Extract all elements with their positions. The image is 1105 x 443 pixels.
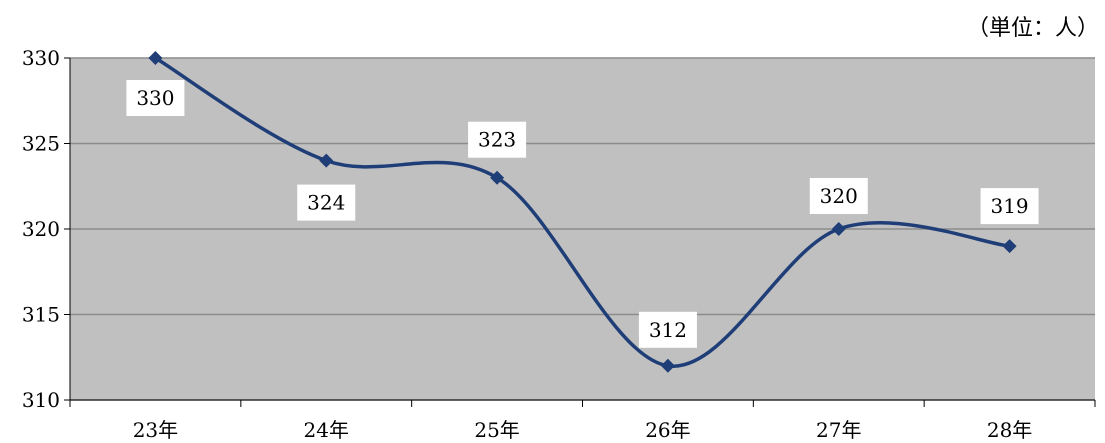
data-point <box>319 153 334 168</box>
data-point <box>490 170 505 185</box>
series-line <box>154 56 1010 368</box>
x-tick-label: 28年 <box>987 418 1032 442</box>
data-label-box <box>468 121 527 158</box>
y-tick-label: 315 <box>22 303 60 327</box>
x-tick-label: 25年 <box>474 418 519 442</box>
y-tick-label: 310 <box>22 388 60 412</box>
data-point <box>1002 239 1017 254</box>
data-label: 324 <box>307 191 345 215</box>
x-axis-ticks: 23年 24年 25年 26年 27年 28年 <box>133 418 1033 442</box>
data-label-box <box>638 311 697 348</box>
data-label: 330 <box>136 86 174 110</box>
data-point <box>660 358 675 373</box>
data-label: 323 <box>478 128 516 152</box>
x-tick-label: 23年 <box>133 418 178 442</box>
x-tick-label: 27年 <box>816 418 861 442</box>
data-label-box <box>297 184 356 221</box>
data-label-box <box>126 80 185 116</box>
x-tick-label: 26年 <box>645 418 690 442</box>
data-label-box <box>980 188 1039 225</box>
data-point <box>148 51 163 65</box>
data-label: 320 <box>820 184 858 208</box>
y-tick-label: 330 <box>22 46 60 70</box>
data-label: 312 <box>649 318 687 342</box>
x-tick-label: 24年 <box>304 418 349 442</box>
data-label: 319 <box>990 194 1028 218</box>
axes <box>64 57 1096 407</box>
unit-label: （単位：人） <box>966 16 1099 41</box>
y-tick-label: 325 <box>22 132 60 156</box>
data-markers <box>148 51 1017 373</box>
data-point <box>831 222 846 236</box>
y-tick-label: 320 <box>22 217 60 241</box>
data-labels: 330 324 323 312 320 319 <box>126 80 1039 348</box>
y-axis-ticks: 310 315 320 325 330 <box>22 46 60 412</box>
data-label-box <box>809 178 868 214</box>
